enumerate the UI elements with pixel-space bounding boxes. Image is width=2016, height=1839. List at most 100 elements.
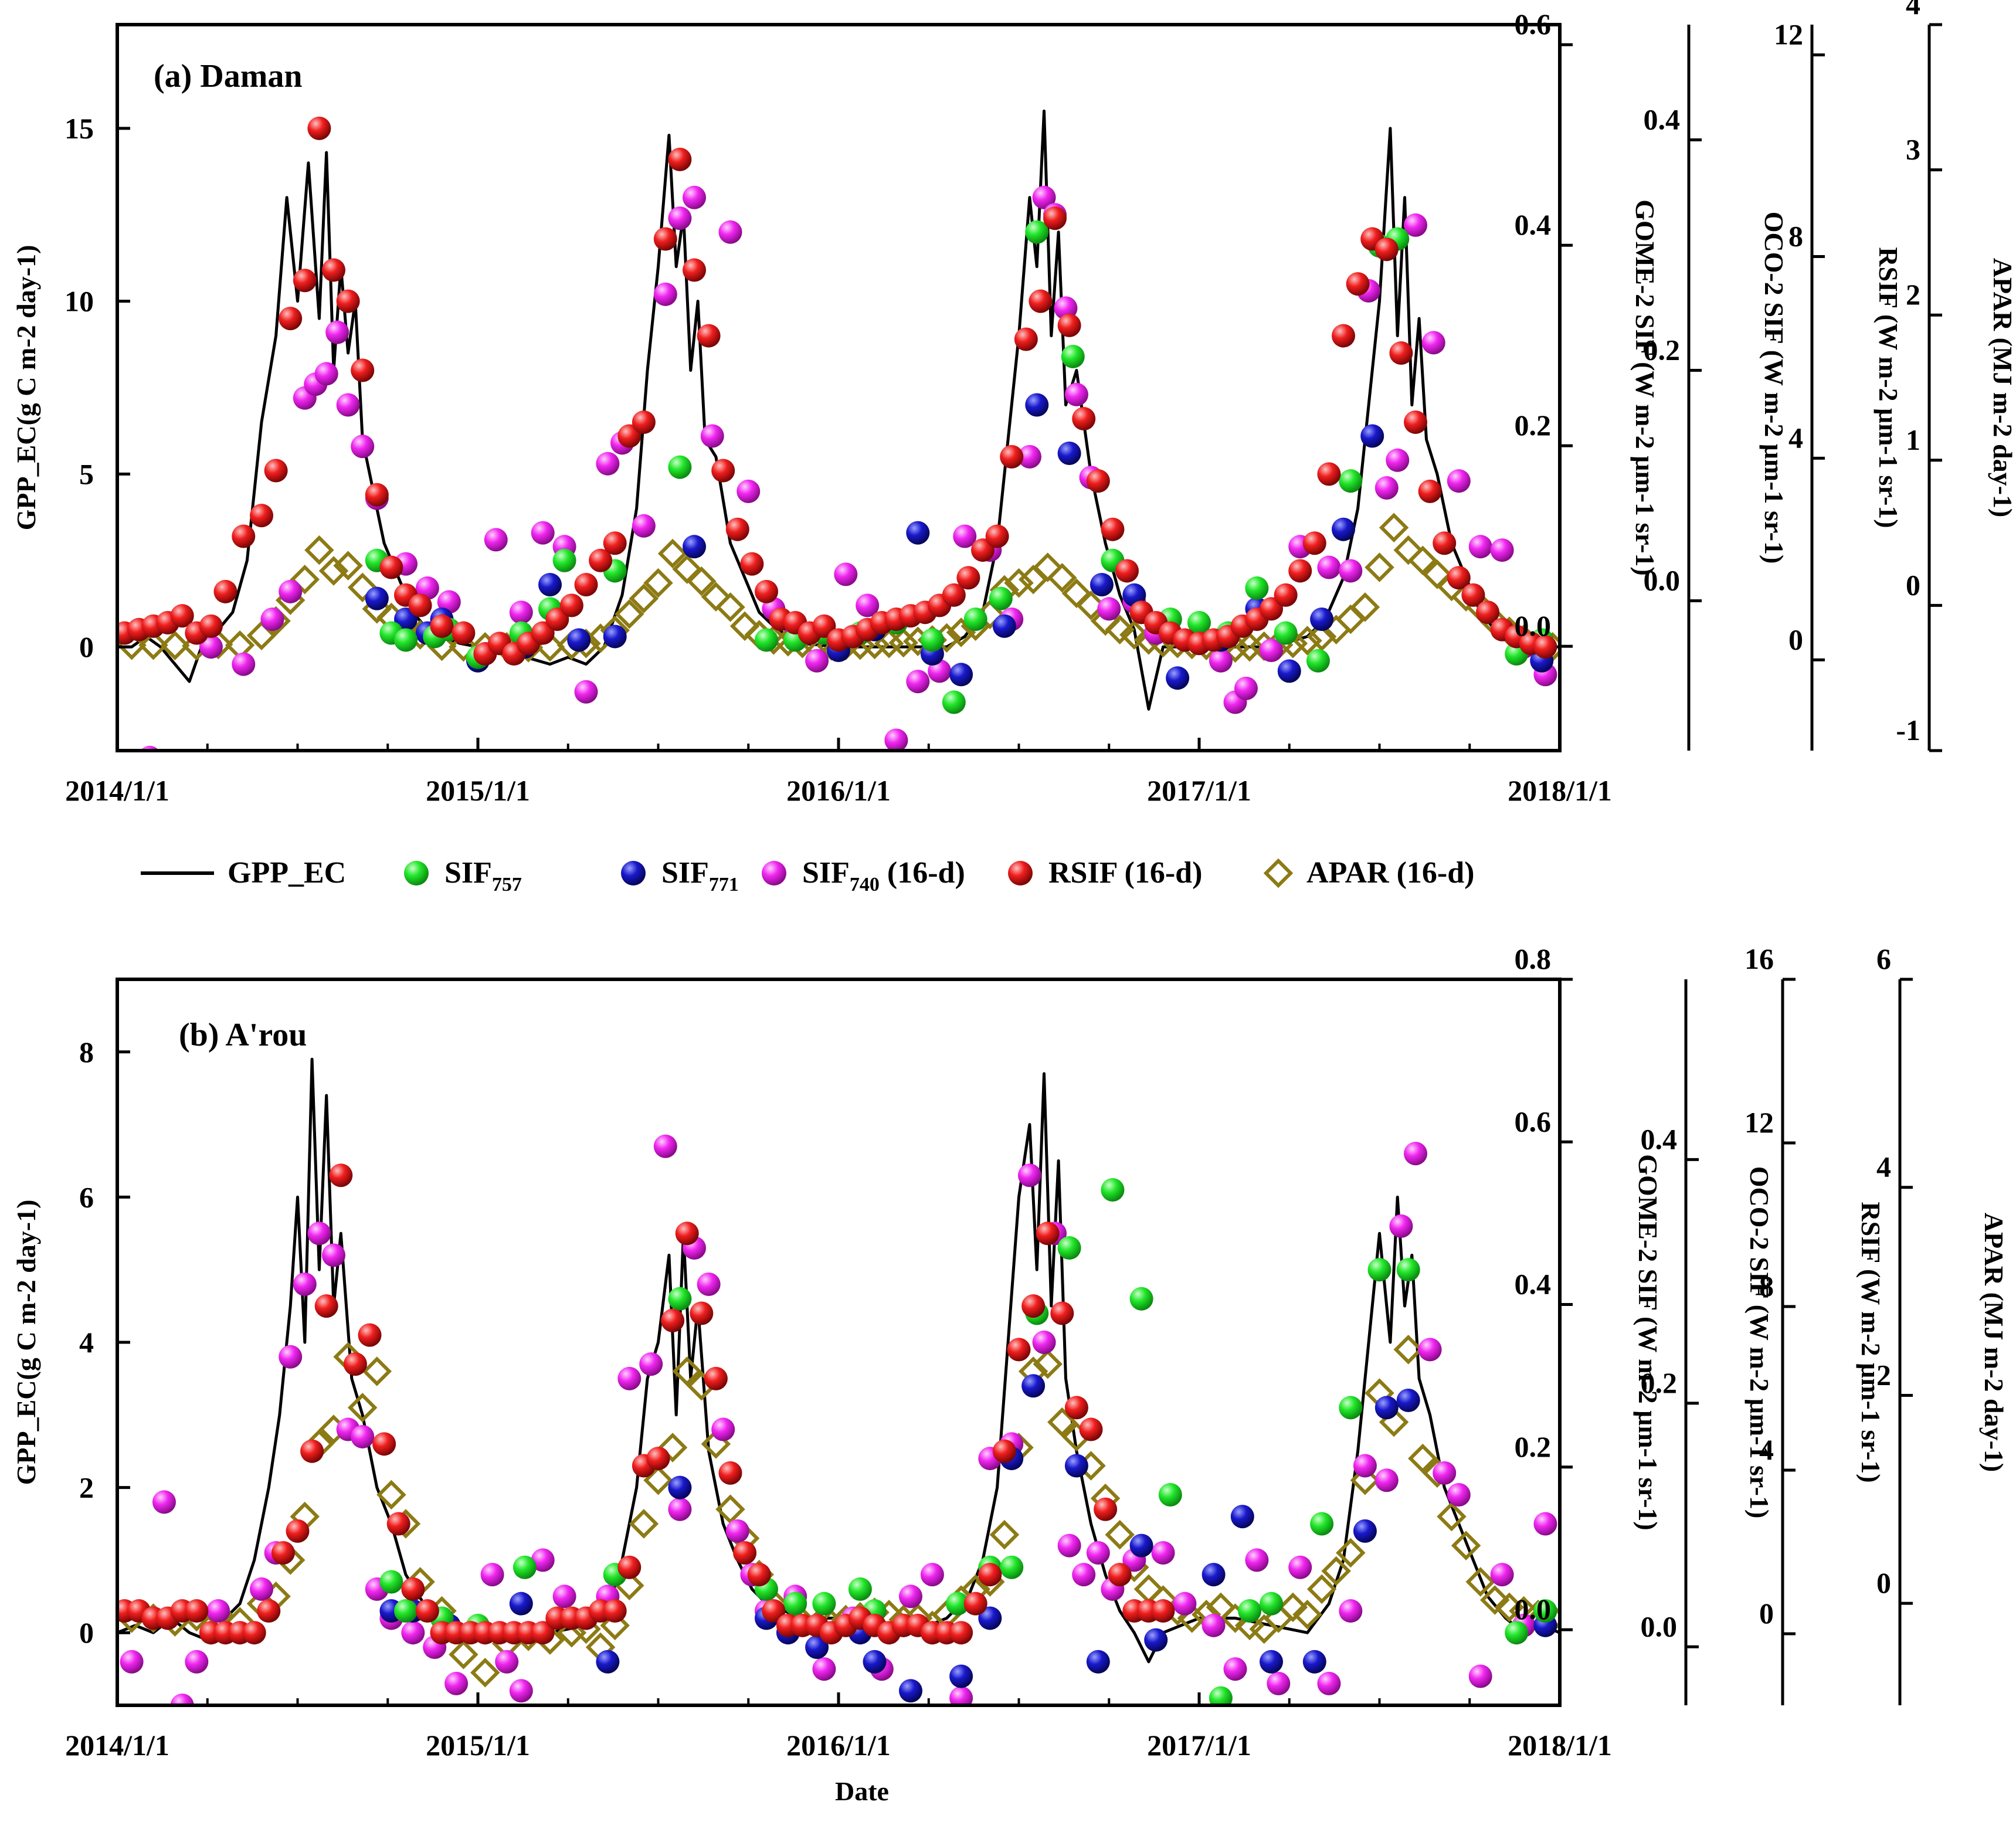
rsif-point (1115, 559, 1139, 583)
sif771-point (1396, 1389, 1420, 1413)
sif771-point (1360, 424, 1384, 448)
apar-point (1379, 513, 1409, 542)
sif771-point (365, 586, 389, 610)
rsif-point (343, 1352, 367, 1376)
x-tick-label: 2015/1/1 (426, 774, 530, 807)
right-tick-label: 0.2 (1644, 334, 1681, 367)
rsif-point (1094, 1497, 1118, 1521)
sif740-point (1418, 1338, 1442, 1362)
apar-point (1105, 615, 1135, 644)
rsif-point (1151, 1599, 1175, 1623)
apar-point (600, 1610, 630, 1641)
rsif-point (386, 1512, 410, 1536)
sif740-point (725, 1519, 749, 1543)
apar-point (304, 535, 334, 565)
sif740-point (1339, 1599, 1363, 1623)
sif771-point (1260, 1650, 1283, 1674)
sif771-point (1230, 1505, 1254, 1529)
sif771-point (538, 573, 562, 597)
x-tick-label: 2018/1/1 (1508, 774, 1612, 807)
apar-point (657, 538, 688, 569)
sif771-point (1302, 1650, 1326, 1674)
apar-point (290, 564, 320, 595)
sif740-point (1339, 559, 1363, 583)
right-tick-label: 0.2 (1515, 409, 1552, 442)
rsif-point (1101, 517, 1125, 541)
right-tick-label: 0.0 (1641, 1610, 1678, 1643)
rsif-point (1533, 635, 1557, 659)
right-tick-label: 6 (1876, 942, 1891, 975)
sif740-point (336, 393, 360, 417)
right-tick-label: 0.4 (1641, 1122, 1678, 1155)
sif740-point (293, 1272, 317, 1296)
sif757-point (1129, 1287, 1153, 1311)
apar-point (1004, 568, 1034, 598)
apar-point (657, 1433, 688, 1463)
rsif-point (314, 1294, 338, 1318)
sif771-point (1374, 1396, 1399, 1420)
rsif-point (336, 289, 360, 313)
apar-point (347, 1393, 378, 1423)
right-tick-label: 2 (1906, 278, 1920, 311)
panel-title: (b) A'rou (179, 1017, 307, 1053)
sif740-point (1433, 1461, 1457, 1485)
apar-point (1393, 1335, 1423, 1365)
sif757-point (552, 548, 576, 572)
sif771-point (978, 1606, 1002, 1630)
rsif-point (279, 307, 303, 331)
apar-point (687, 566, 717, 596)
rsif-point (185, 1599, 209, 1623)
rsif-point (740, 552, 764, 576)
sif740-point (444, 1671, 469, 1695)
sif757-point (1533, 1599, 1557, 1623)
sif757-point (989, 586, 1013, 610)
sif740-point (574, 680, 598, 704)
rsif-point (762, 1599, 786, 1623)
sif740-point (1317, 1671, 1341, 1695)
sif757-point (1000, 1555, 1024, 1579)
sif740-point (260, 607, 284, 631)
sif757-point (1274, 621, 1298, 645)
sif740-point (899, 1584, 922, 1609)
sif757-point (394, 628, 418, 652)
y-tick-label: 15 (65, 112, 94, 145)
right-axis-label: RSIF (W m-2 μm-1 sr-1) (1874, 247, 1903, 528)
sif740-point (805, 649, 829, 673)
sif740-point (1468, 535, 1492, 559)
legend-label: SIF757 (444, 856, 522, 895)
rsif-point (1433, 531, 1457, 555)
rsif-point (531, 1621, 555, 1645)
sif740-point (1202, 1613, 1226, 1637)
sif740-point (1490, 538, 1514, 562)
sif740-point (495, 1650, 519, 1674)
sif740-point (617, 1366, 642, 1390)
sif740-point (1267, 1671, 1291, 1695)
sif771-point (1353, 1519, 1377, 1543)
rsif-point (646, 1447, 670, 1471)
sif771-point (596, 1650, 620, 1674)
sif771-point (1090, 573, 1114, 597)
rsif-point (1389, 341, 1413, 365)
sif771-point (863, 1650, 887, 1674)
right-tick-label: 4 (1759, 1433, 1774, 1466)
sif740-point (834, 562, 858, 586)
right-tick-label: 0.0 (1644, 564, 1681, 597)
sif740-point (206, 1599, 230, 1623)
rsif-point (1302, 531, 1326, 555)
apar-point (1306, 1574, 1337, 1604)
x-tick-label: 2014/1/1 (65, 774, 169, 807)
sif740-point (531, 1548, 555, 1572)
sif740-point (653, 282, 677, 306)
sif771-point (603, 625, 627, 649)
legend-label: SIF771 (661, 856, 739, 895)
sif771-point (906, 521, 930, 545)
sif757-point (1187, 610, 1211, 635)
rsif-point (1288, 559, 1312, 583)
sif740-point (152, 1490, 176, 1514)
apar-point (1393, 535, 1423, 565)
rsif-point (603, 1599, 627, 1623)
sif771-point (805, 1635, 829, 1659)
apar-point (888, 627, 918, 658)
apar-point (1292, 1600, 1322, 1630)
apar-point (1321, 1556, 1351, 1586)
